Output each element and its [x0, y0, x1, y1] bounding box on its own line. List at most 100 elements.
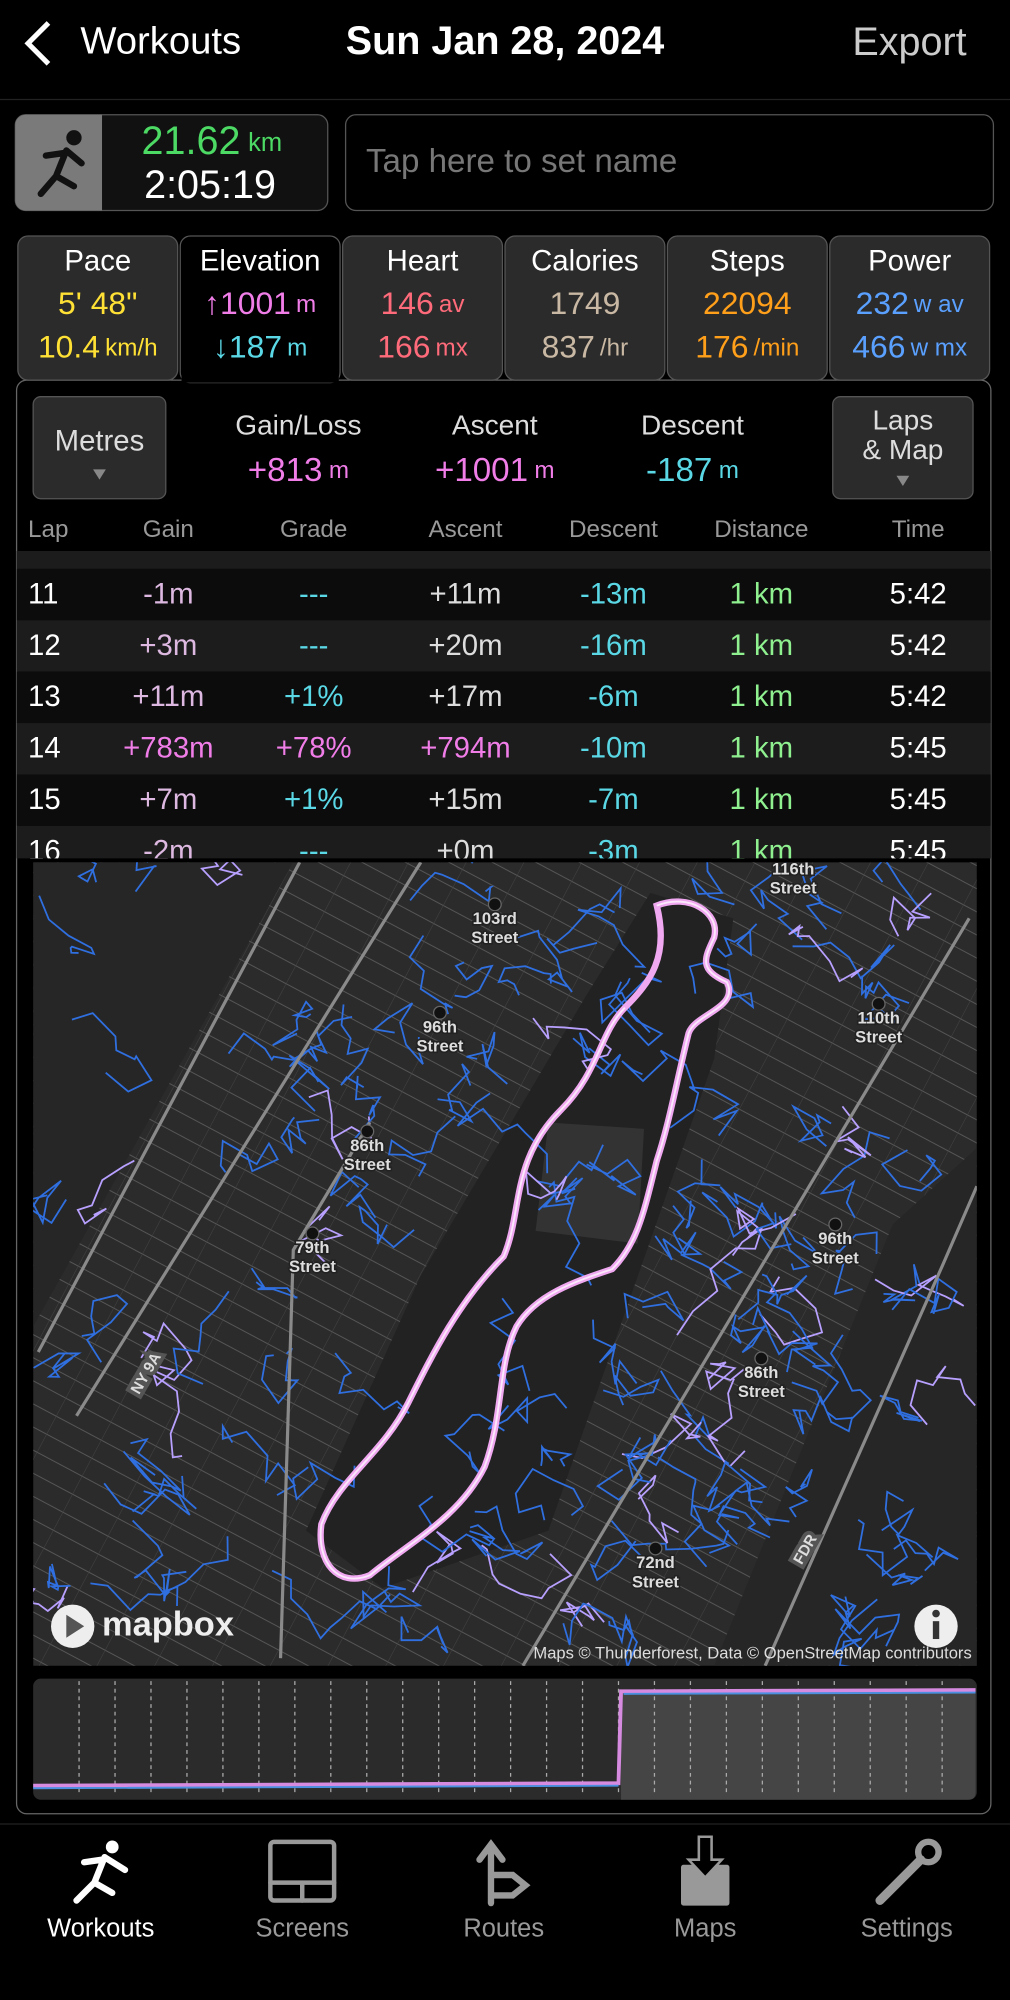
name-field[interactable]	[344, 114, 995, 212]
contour	[792, 1395, 854, 1435]
lap-cell: -16m	[580, 629, 647, 662]
tab-value-unit: w av	[913, 292, 965, 319]
export-button[interactable]: Export	[852, 20, 966, 64]
contour	[752, 1305, 818, 1366]
contour	[132, 1475, 197, 1513]
contour	[537, 1177, 584, 1211]
contour	[151, 1363, 183, 1459]
lap-cell: 5:45	[890, 732, 947, 765]
metric-tab[interactable]	[341, 235, 504, 381]
metric-tab[interactable]	[17, 235, 179, 381]
street-label: Street	[416, 1037, 463, 1056]
tab-value-unit: m	[287, 335, 307, 362]
tab-value-number: 232	[856, 286, 909, 322]
contour	[71, 1012, 153, 1093]
stat-unit: m	[534, 457, 554, 484]
street-label: Street	[770, 878, 817, 897]
row-bg	[16, 568, 991, 621]
column-header: Descent	[569, 516, 658, 543]
street-label: 72nd	[636, 1553, 675, 1572]
back-chevron[interactable]	[24, 21, 51, 66]
contour	[790, 1104, 832, 1147]
tab-bar-item[interactable]: Routes	[463, 1915, 544, 1943]
lap-cell: +11m	[132, 680, 204, 713]
runner-icon	[37, 130, 85, 198]
contour	[880, 1149, 943, 1192]
lap-cell: 1 km	[730, 629, 794, 662]
stat-number: -187	[646, 452, 712, 489]
metric-tab[interactable]	[504, 235, 666, 381]
lap-cell: 14	[28, 732, 61, 765]
contour	[38, 895, 96, 956]
tab-label: Steps	[710, 245, 785, 278]
lap-cell: 1 km	[730, 732, 794, 765]
tab-value: 22094	[703, 286, 792, 322]
contour	[362, 1589, 423, 1620]
contour	[46, 1563, 71, 1592]
contour	[409, 871, 495, 903]
highway	[36, 862, 977, 1666]
contour	[704, 1361, 747, 1391]
tab-bar-item[interactable]: Workouts	[47, 1915, 154, 1943]
lap-cell: -6m	[588, 680, 639, 713]
contour	[759, 1276, 824, 1346]
maps-icon	[680, 1835, 730, 1906]
contour	[358, 1204, 415, 1249]
lap-cell: +20m	[428, 629, 502, 662]
back-button[interactable]: Workouts	[80, 19, 241, 62]
laps-map-button[interactable]	[832, 396, 974, 500]
street-label: 86th	[350, 1136, 384, 1155]
contour	[719, 1186, 792, 1250]
tab-value: 232 w av	[856, 286, 965, 322]
contour	[546, 903, 615, 954]
contour	[610, 1520, 730, 1551]
station-dot	[828, 1217, 843, 1232]
contour	[90, 1536, 229, 1612]
contour	[456, 1092, 549, 1174]
tab-value-unit: /min	[754, 335, 800, 362]
metric-tab[interactable]	[666, 235, 828, 381]
lap-rows: 11 -1m --- +11m -13m 1 km 5:42 12 +3m --- +20m -16m…	[16, 551, 991, 867]
tab-label: Power	[868, 245, 951, 278]
contour	[350, 1566, 406, 1630]
units-button[interactable]	[32, 396, 167, 500]
lap-cell: 1 km	[730, 577, 794, 610]
tab-value: 5' 48"	[58, 286, 137, 322]
tab-bar-item[interactable]: Settings	[861, 1915, 953, 1943]
contour	[540, 1444, 573, 1467]
contour	[76, 1159, 135, 1225]
tab-bar-item[interactable]: Maps	[674, 1915, 736, 1943]
contour	[577, 885, 647, 968]
station-dot	[871, 996, 886, 1011]
contour	[792, 941, 895, 980]
lap-cell: +1%	[284, 783, 344, 816]
row-bg	[16, 774, 991, 826]
lap-cell: 1 km	[730, 680, 794, 713]
tab-value-unit: mx	[436, 335, 468, 362]
street-label: Street	[471, 928, 518, 947]
contour	[219, 1139, 279, 1173]
contour	[288, 1054, 330, 1112]
contour	[654, 1205, 697, 1261]
contour	[717, 1481, 790, 1527]
station-dot	[487, 897, 502, 912]
routes-icon	[476, 1839, 531, 1907]
contour	[514, 1467, 585, 1521]
info-glyph	[932, 1609, 940, 1618]
map: 103rdStreet96thStreet86thStreet79thStree…	[33, 862, 977, 1666]
contour	[891, 1277, 958, 1315]
tab-value: ↓187 m	[213, 329, 307, 365]
contour	[418, 1495, 496, 1553]
street-label: Street	[738, 1382, 785, 1401]
tab-bar-item[interactable]: Screens	[255, 1915, 349, 1943]
tab-label: Heart	[387, 245, 459, 278]
map-attribution: Maps © Thunderforest, Data © OpenStreetM…	[533, 1644, 971, 1663]
profile-line	[33, 1688, 976, 1788]
mapbox-wordmark: mapbox	[102, 1605, 234, 1643]
lap-cell: 1 km	[730, 834, 794, 867]
contour	[678, 1237, 744, 1290]
contour	[481, 1544, 573, 1600]
contour	[474, 1505, 544, 1561]
contour	[160, 1568, 187, 1602]
metric-tab[interactable]	[829, 235, 991, 381]
